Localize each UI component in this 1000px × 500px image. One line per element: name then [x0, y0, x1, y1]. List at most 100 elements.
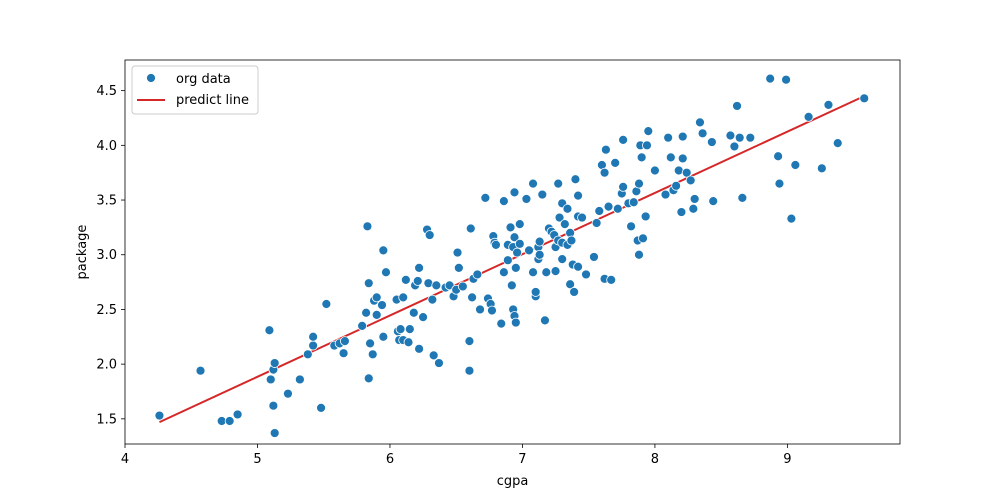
scatter-point: [737, 192, 748, 203]
scatter-point: [677, 131, 688, 142]
y-tick-label: 2.5: [96, 303, 117, 318]
scatter-point: [591, 218, 602, 228]
scatter-point: [371, 310, 382, 320]
scatter-point: [550, 266, 561, 277]
scatter-point: [362, 221, 373, 232]
scatter-point: [294, 374, 305, 385]
scatter-point: [509, 187, 520, 198]
legend-box: [131, 65, 259, 115]
scatter-point: [502, 255, 513, 266]
scatter-point: [562, 203, 573, 214]
scatter-points: [154, 73, 870, 438]
scatter-point: [424, 230, 435, 240]
scatter-point: [363, 373, 374, 384]
x-axis-title: cgpa: [497, 474, 529, 489]
scatter-point: [475, 304, 485, 315]
scatter-point: [232, 409, 243, 420]
y-axis: 1.5 2.0 2.5 3.0 3.5 4.0 4.5: [96, 84, 125, 427]
scatter-point: [803, 111, 814, 122]
scatter-point: [308, 331, 319, 342]
scatter-point: [640, 211, 651, 222]
scatter-point: [514, 238, 525, 249]
scatter-point: [781, 74, 791, 85]
scatter-point: [665, 152, 676, 163]
scatter-point: [418, 312, 428, 322]
scatter-point: [521, 194, 532, 204]
scatter-point: [321, 299, 332, 309]
scatter-point: [677, 153, 688, 164]
scatter-point: [457, 281, 468, 292]
scatter-point: [689, 194, 700, 204]
legend: org data predict line: [131, 65, 259, 115]
scatter-point: [265, 374, 276, 385]
scatter-point: [403, 337, 414, 348]
scatter-point: [650, 165, 660, 176]
scatter-point: [395, 324, 406, 335]
scatter-point: [618, 182, 629, 192]
scatter-point: [464, 365, 475, 376]
scatter-point: [663, 132, 674, 143]
scatter-point: [634, 249, 644, 260]
legend-marker-org-data: [146, 73, 156, 83]
scatter-point: [695, 117, 705, 128]
scatter-point: [491, 239, 501, 250]
scatter-point: [269, 428, 280, 438]
scatter-point: [465, 223, 476, 234]
scatter-point: [377, 300, 387, 310]
scatter-point: [569, 287, 580, 297]
scatter-point: [660, 189, 671, 200]
y-tick-label: 4.0: [96, 139, 117, 154]
scatter-point: [697, 128, 708, 139]
scatter-point: [559, 219, 570, 230]
scatter-point: [496, 318, 507, 329]
scatter-point: [534, 249, 545, 260]
scatter-point: [467, 292, 477, 303]
scatter-point: [414, 343, 425, 354]
x-tick-label: 9: [783, 452, 791, 467]
scatter-point: [745, 132, 756, 143]
scatter-point: [773, 151, 784, 162]
scatter-point: [540, 315, 550, 326]
scatter-point: [371, 292, 382, 303]
scatter-point: [340, 336, 350, 347]
y-tick-label: 1.5: [96, 412, 117, 427]
scatter-point: [554, 212, 565, 223]
scatter-point: [514, 219, 525, 230]
x-axis: 4 5 6 7 8 9: [121, 444, 792, 467]
scatter-point: [363, 278, 374, 289]
scatter-point: [626, 221, 636, 232]
scatter-point: [505, 222, 516, 233]
scatter-point: [453, 262, 464, 273]
scatter-point: [367, 349, 378, 360]
scatter-point: [685, 175, 696, 186]
scatter-point: [428, 350, 439, 361]
scatter-point: [618, 134, 629, 145]
scatter-point: [269, 358, 280, 368]
scatter-point: [534, 236, 545, 247]
scatter-point: [398, 292, 409, 303]
scatter-point: [577, 212, 587, 223]
x-tick-label: 4: [121, 452, 129, 467]
scatter-point: [498, 196, 509, 207]
x-tick-label: 5: [253, 452, 261, 467]
scatter-point: [606, 274, 617, 285]
scatter-point: [400, 274, 411, 285]
scatter-point: [537, 189, 548, 200]
scatter-point: [510, 262, 521, 273]
y-tick-label: 2.0: [96, 358, 117, 373]
scatter-point: [224, 416, 235, 426]
scatter-point: [427, 294, 438, 305]
scatter-point: [732, 101, 742, 111]
scatter-point: [524, 245, 534, 256]
scatter-point: [434, 358, 444, 368]
scatter-point: [541, 267, 552, 278]
scatter-point: [774, 178, 785, 189]
scatter-point: [581, 269, 591, 280]
scatter-point: [681, 167, 692, 178]
scatter-point: [506, 280, 517, 291]
scatter-point: [816, 163, 827, 174]
scatter-point: [636, 152, 647, 163]
scatter-point: [509, 232, 520, 243]
scatter-point: [487, 305, 497, 316]
